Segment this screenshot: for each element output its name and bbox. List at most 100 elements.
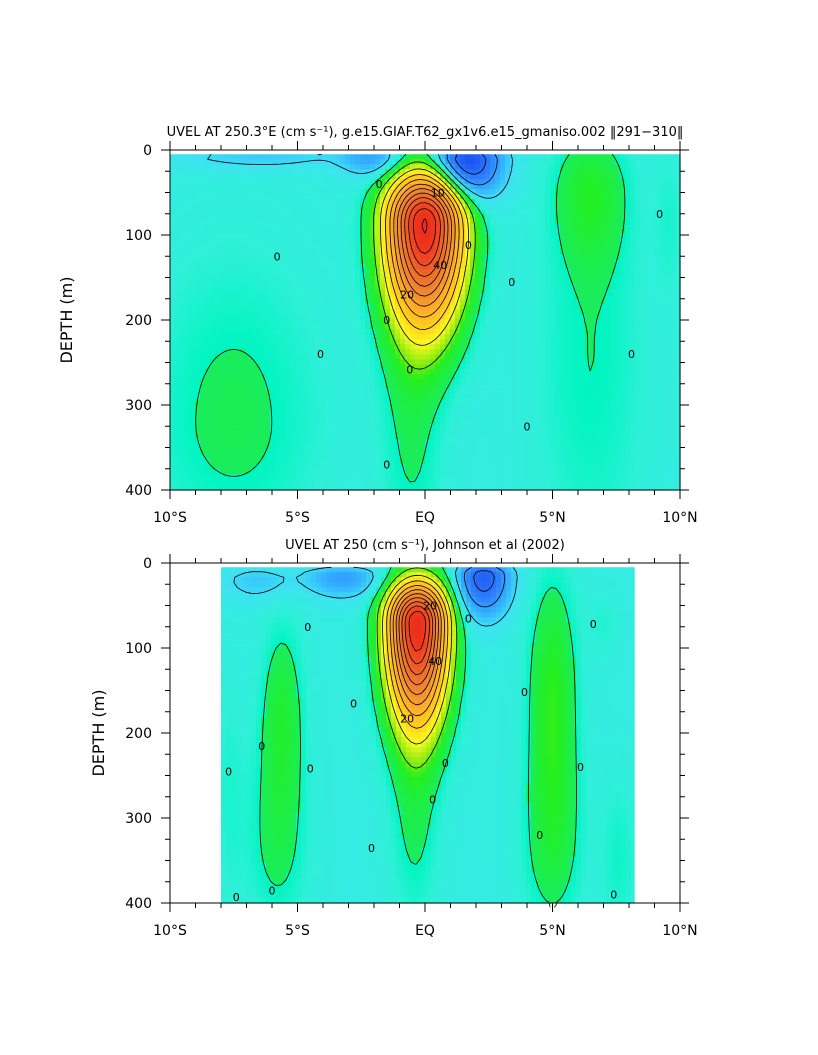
heatmap-cell: [500, 244, 506, 250]
heatmap-cell: [275, 214, 281, 220]
heatmap-cell: [350, 279, 356, 285]
heatmap-cell: [535, 274, 541, 280]
heatmap-cell: [235, 354, 241, 360]
heatmap-cell: [535, 294, 541, 300]
heatmap-cell: [180, 284, 186, 290]
heatmap-cell: [315, 349, 321, 355]
heatmap-cell: [310, 184, 316, 190]
heatmap-cell: [625, 159, 631, 165]
heatmap-cell: [515, 189, 521, 195]
heatmap-cell: [345, 199, 351, 205]
heatmap-cell: [380, 329, 386, 335]
heatmap-cell: [260, 244, 266, 250]
heatmap-cell: [485, 274, 491, 280]
heatmap-cell: [175, 364, 181, 370]
heatmap-cell: [515, 369, 521, 375]
heatmap-cell: [515, 374, 521, 380]
heatmap-cell: [345, 194, 351, 200]
heatmap-cell: [420, 209, 426, 215]
heatmap-cell: [285, 234, 291, 240]
heatmap-cell: [490, 184, 496, 190]
heatmap-cell: [325, 359, 331, 365]
heatmap-cell: [465, 324, 471, 330]
heatmap-cell: [565, 174, 571, 180]
heatmap-cell: [585, 284, 591, 290]
heatmap-cell: [640, 229, 646, 235]
heatmap-cell: [395, 259, 401, 265]
heatmap-cell: [640, 189, 646, 195]
heatmap-cell: [390, 384, 396, 390]
heatmap-cell: [330, 194, 336, 200]
heatmap-cell: [420, 174, 426, 180]
heatmap-cell: [490, 209, 496, 215]
heatmap-cell: [635, 364, 641, 370]
heatmap-cell: [245, 269, 251, 275]
heatmap-cell: [540, 344, 546, 350]
heatmap-cell: [390, 349, 396, 355]
heatmap-cell: [570, 224, 576, 230]
heatmap-cell: [210, 324, 216, 330]
heatmap-cell: [505, 344, 511, 350]
heatmap-cell: [225, 204, 231, 210]
heatmap-cell: [580, 159, 586, 165]
heatmap-cell: [675, 299, 681, 305]
heatmap-cell: [430, 369, 436, 375]
heatmap-cell: [280, 184, 286, 190]
heatmap-cell: [305, 259, 311, 265]
heatmap-cell: [670, 314, 676, 320]
heatmap-cell: [335, 379, 341, 385]
heatmap-cell: [335, 159, 341, 165]
heatmap-cell: [455, 359, 461, 365]
heatmap-cell: [210, 209, 216, 215]
heatmap-cell: [260, 214, 266, 220]
heatmap-cell: [415, 219, 421, 225]
heatmap-cell: [460, 369, 466, 375]
heatmap-cell: [245, 294, 251, 300]
heatmap-cell: [360, 304, 366, 310]
heatmap-cell: [370, 224, 376, 230]
heatmap-cell: [340, 209, 346, 215]
heatmap-cell: [445, 324, 451, 330]
heatmap-cell: [480, 284, 486, 290]
heatmap-cell: [175, 269, 181, 275]
heatmap-cell: [370, 354, 376, 360]
heatmap-cell: [370, 174, 376, 180]
heatmap-cell: [645, 274, 651, 280]
heatmap-cell: [180, 344, 186, 350]
heatmap-cell: [295, 329, 301, 335]
heatmap-cell: [355, 229, 361, 235]
heatmap-cell: [290, 174, 296, 180]
heatmap-cell: [190, 284, 196, 290]
heatmap-cell: [290, 229, 296, 235]
heatmap-cell: [445, 379, 451, 385]
heatmap-cell: [565, 234, 571, 240]
heatmap-cell: [395, 359, 401, 365]
heatmap-cell: [330, 214, 336, 220]
heatmap-cell: [335, 394, 341, 400]
heatmap-cell: [350, 284, 356, 290]
heatmap-cell: [435, 194, 441, 200]
heatmap-cell: [300, 169, 306, 175]
heatmap-cell: [370, 374, 376, 380]
heatmap-cell: [245, 259, 251, 265]
heatmap-cell: [370, 199, 376, 205]
heatmap-cell: [570, 259, 576, 265]
heatmap-cell: [295, 154, 301, 160]
heatmap-cell: [345, 309, 351, 315]
heatmap-cell: [635, 309, 641, 315]
heatmap-cell: [590, 299, 596, 305]
heatmap-cell: [255, 164, 261, 170]
heatmap-cell: [410, 274, 416, 280]
heatmap-cell: [290, 389, 296, 395]
heatmap-cell: [465, 394, 471, 400]
heatmap-cell: [275, 244, 281, 250]
heatmap-cell: [535, 379, 541, 385]
heatmap-cell: [500, 164, 506, 170]
heatmap-cell: [305, 384, 311, 390]
heatmap-cell: [320, 354, 326, 360]
heatmap-cell: [610, 319, 616, 325]
heatmap-cell: [475, 269, 481, 275]
heatmap-cell: [305, 164, 311, 170]
heatmap-cell: [195, 314, 201, 320]
heatmap-cell: [645, 394, 651, 400]
